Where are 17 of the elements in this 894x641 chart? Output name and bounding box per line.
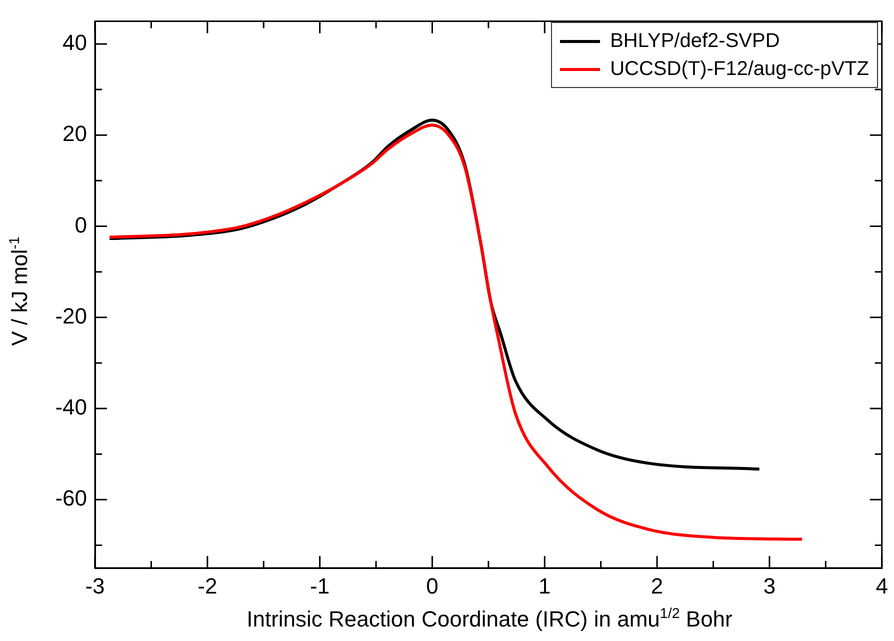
y-tick-label: 0 (74, 212, 87, 238)
x-tick-label: -1 (310, 573, 330, 598)
x-tick-label: 0 (426, 573, 438, 598)
y-tick-label: -20 (55, 303, 87, 328)
x-axis-title: Intrinsic Reaction Coordinate (IRC) in amu$^{1/2}$ Bohr (246, 606, 734, 632)
legend-label: BHLYP/def2-SVPD (610, 30, 780, 52)
x-tick-label: -2 (198, 573, 218, 598)
x-tick-label: 3 (763, 573, 776, 598)
y-tick-label: -40 (55, 394, 87, 420)
x-tick-label: 4 (876, 573, 888, 598)
x-tick-label: 1 (538, 573, 551, 598)
y-tick-label: 20 (62, 121, 87, 146)
x-tick-label: -3 (85, 573, 105, 598)
y-tick-label: 40 (62, 30, 87, 56)
legend-label: UCCSD(T)-F12/aug-cc-pVTZ (610, 58, 869, 80)
y-tick-label: -60 (55, 486, 87, 511)
x-tick-label: 2 (650, 573, 664, 598)
